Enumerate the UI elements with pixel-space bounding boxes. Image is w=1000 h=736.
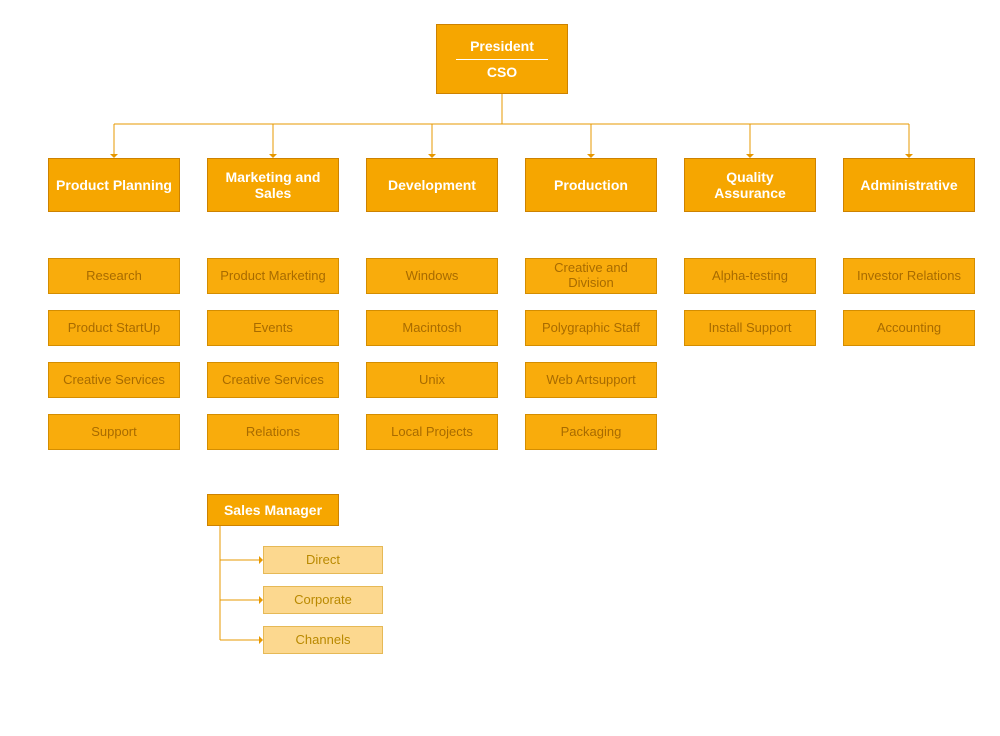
sub-node: Alpha-testing: [684, 258, 816, 294]
sub-node: Install Support: [684, 310, 816, 346]
sub-node-label: Product StartUp: [68, 321, 161, 336]
sub-node: Windows: [366, 258, 498, 294]
sub-node: Creative Services: [48, 362, 180, 398]
sales-child-label: Corporate: [294, 593, 352, 608]
sub-node-label: Accounting: [877, 321, 941, 336]
sub-node-label: Relations: [246, 425, 300, 440]
sub-node-label: Local Projects: [391, 425, 473, 440]
sub-node: Creative Services: [207, 362, 339, 398]
sub-node-label: Events: [253, 321, 293, 336]
sub-node-label: Windows: [406, 269, 459, 284]
sub-node: Accounting: [843, 310, 975, 346]
sub-node: Web Artsupport: [525, 362, 657, 398]
sales-manager-node: Sales Manager: [207, 494, 339, 526]
sub-node: Creative and Division: [525, 258, 657, 294]
department-label: Development: [388, 177, 476, 193]
root-subtitle: CSO: [487, 64, 517, 80]
department-label: Administrative: [860, 177, 957, 193]
sub-node-label: Creative Services: [63, 373, 165, 388]
sales-child-node: Channels: [263, 626, 383, 654]
sub-node-label: Install Support: [708, 321, 791, 336]
sales-child-label: Direct: [306, 553, 340, 568]
sub-node-label: Polygraphic Staff: [542, 321, 640, 336]
sales-child-label: Channels: [296, 633, 351, 648]
sub-node-label: Investor Relations: [857, 269, 961, 284]
root-title: President: [470, 38, 534, 54]
sub-node: Investor Relations: [843, 258, 975, 294]
department-label: Quality Assurance: [691, 169, 809, 201]
sub-node: Packaging: [525, 414, 657, 450]
department-node: Production: [525, 158, 657, 212]
sales-child-node: Direct: [263, 546, 383, 574]
sub-node-label: Research: [86, 269, 142, 284]
sub-node: Product Marketing: [207, 258, 339, 294]
sub-node: Product StartUp: [48, 310, 180, 346]
sub-node-label: Unix: [419, 373, 445, 388]
department-label: Marketing and Sales: [214, 169, 332, 201]
sub-node-label: Web Artsupport: [546, 373, 635, 388]
sub-node-label: Macintosh: [402, 321, 461, 336]
sub-node: Unix: [366, 362, 498, 398]
sub-node: Relations: [207, 414, 339, 450]
department-label: Production: [554, 177, 628, 193]
sub-node: Events: [207, 310, 339, 346]
sub-node: Macintosh: [366, 310, 498, 346]
department-node: Marketing and Sales: [207, 158, 339, 212]
department-node: Administrative: [843, 158, 975, 212]
sub-node-label: Product Marketing: [220, 269, 326, 284]
sub-node-label: Support: [91, 425, 137, 440]
sub-node: Research: [48, 258, 180, 294]
department-node: Product Planning: [48, 158, 180, 212]
sub-node-label: Creative and Division: [532, 261, 650, 291]
root-node: President CSO: [436, 24, 568, 94]
sales-child-node: Corporate: [263, 586, 383, 614]
sub-node-label: Packaging: [561, 425, 622, 440]
sub-node: Local Projects: [366, 414, 498, 450]
root-divider: [456, 59, 548, 60]
department-label: Product Planning: [56, 177, 172, 193]
sales-manager-label: Sales Manager: [224, 502, 322, 518]
sub-node-label: Alpha-testing: [712, 269, 788, 284]
department-node: Development: [366, 158, 498, 212]
department-node: Quality Assurance: [684, 158, 816, 212]
sub-node: Polygraphic Staff: [525, 310, 657, 346]
sub-node: Support: [48, 414, 180, 450]
sub-node-label: Creative Services: [222, 373, 324, 388]
